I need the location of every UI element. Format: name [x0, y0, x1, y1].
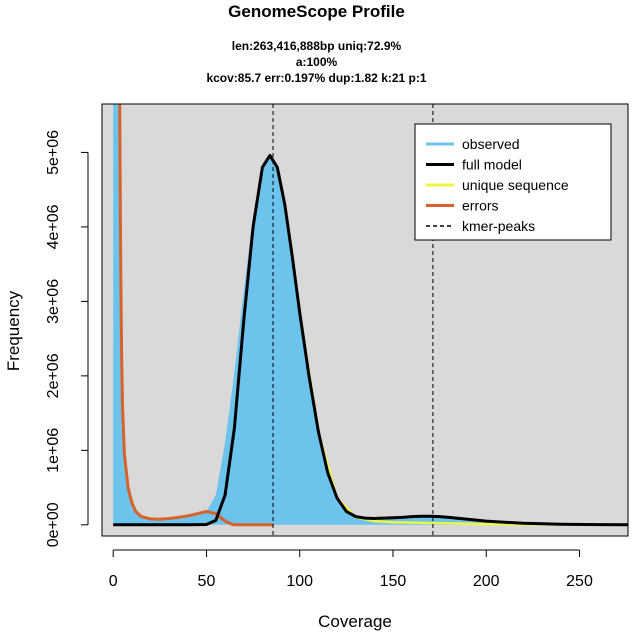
chart-subtitle-line-1: len:263,416,888bp uniq:72.9% [231, 39, 402, 53]
x-tick-label: 200 [473, 573, 500, 590]
chart-subtitle-line-2: a:100% [295, 55, 338, 69]
y-tick-label: 4e+06 [45, 204, 62, 249]
x-tick-label: 50 [198, 573, 216, 590]
x-tick-label: 250 [566, 573, 593, 590]
y-tick-label: 5e+06 [45, 130, 62, 175]
y-tick-label: 0e+00 [45, 502, 62, 547]
chart-subtitle-line-3: kcov:85.7 err:0.197% dup:1.82 k:21 p:1 [206, 71, 427, 85]
legend-label: unique sequence [462, 177, 569, 193]
legend-label: kmer-peaks [462, 218, 535, 234]
x-axis-label: Coverage [318, 612, 392, 631]
y-axis-label: Frequency [4, 290, 23, 371]
x-tick-label: 0 [109, 573, 118, 590]
chart-legend: observed full model unique sequence errors k… [414, 123, 612, 241]
plot-frame [101, 103, 629, 537]
x-tick-label: 100 [286, 573, 313, 590]
y-tick-label: 1e+06 [45, 428, 62, 473]
series-full-model-line [113, 153, 628, 527]
series-observed-area [113, 104, 628, 525]
y-tick-label: 3e+06 [45, 279, 62, 324]
x-tick-label: 150 [380, 573, 407, 590]
y-tick-label: 2e+06 [45, 353, 62, 398]
legend-label: full model [462, 157, 522, 173]
legend-label: errors [462, 198, 499, 214]
legend-label: observed [462, 136, 520, 152]
chart-title: GenomeScope Profile [228, 2, 405, 21]
series-errors-line [118, 104, 274, 527]
